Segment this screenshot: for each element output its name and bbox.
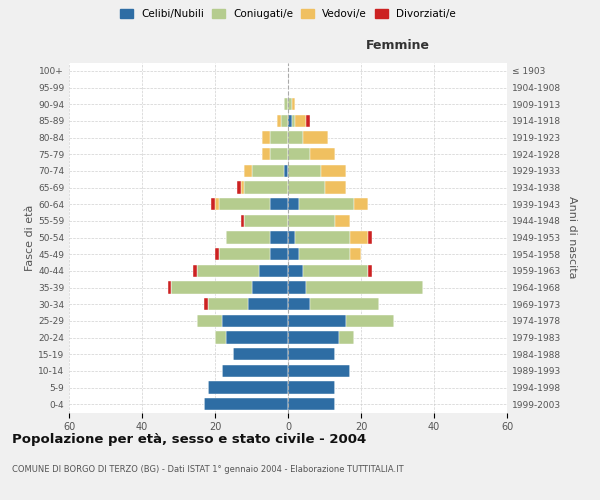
Bar bbox=[299, 198, 354, 210]
Bar bbox=[270, 231, 288, 244]
Text: Popolazione per età, sesso e stato civile - 2004: Popolazione per età, sesso e stato civil… bbox=[12, 432, 366, 446]
Bar bbox=[325, 181, 346, 194]
Bar bbox=[292, 98, 295, 110]
Bar bbox=[197, 264, 259, 277]
Bar bbox=[321, 164, 346, 177]
Bar bbox=[215, 248, 218, 260]
Bar bbox=[241, 181, 244, 194]
Bar bbox=[306, 281, 423, 293]
Bar bbox=[288, 281, 306, 293]
Bar bbox=[259, 264, 288, 277]
Bar bbox=[251, 164, 284, 177]
Bar bbox=[288, 181, 325, 194]
Bar bbox=[368, 231, 372, 244]
Bar bbox=[270, 198, 288, 210]
Bar bbox=[244, 214, 288, 227]
Bar bbox=[237, 181, 241, 194]
Bar bbox=[299, 248, 350, 260]
Bar bbox=[244, 164, 251, 177]
Bar bbox=[288, 348, 335, 360]
Bar bbox=[281, 114, 288, 127]
Bar bbox=[288, 231, 295, 244]
Bar bbox=[204, 298, 208, 310]
Bar bbox=[193, 264, 197, 277]
Text: COMUNE DI BORGO DI TERZO (BG) - Dati ISTAT 1° gennaio 2004 - Elaborazione TUTTIT: COMUNE DI BORGO DI TERZO (BG) - Dati IST… bbox=[12, 466, 404, 474]
Bar bbox=[171, 281, 251, 293]
Bar bbox=[288, 198, 299, 210]
Bar bbox=[167, 281, 171, 293]
Bar bbox=[270, 131, 288, 144]
Bar bbox=[354, 198, 368, 210]
Bar bbox=[339, 331, 354, 344]
Bar bbox=[288, 381, 335, 394]
Bar bbox=[208, 381, 288, 394]
Bar bbox=[226, 231, 270, 244]
Bar bbox=[277, 114, 281, 127]
Bar bbox=[350, 231, 368, 244]
Bar bbox=[310, 298, 379, 310]
Bar bbox=[288, 214, 335, 227]
Bar bbox=[368, 264, 372, 277]
Bar bbox=[288, 114, 292, 127]
Bar bbox=[346, 314, 394, 327]
Bar bbox=[197, 314, 223, 327]
Bar bbox=[215, 331, 226, 344]
Bar bbox=[204, 398, 288, 410]
Bar bbox=[251, 281, 288, 293]
Bar bbox=[270, 148, 288, 160]
Bar bbox=[288, 164, 321, 177]
Y-axis label: Fasce di età: Fasce di età bbox=[25, 204, 35, 270]
Bar bbox=[288, 148, 310, 160]
Bar bbox=[262, 131, 270, 144]
Bar bbox=[306, 114, 310, 127]
Bar bbox=[302, 131, 328, 144]
Bar bbox=[288, 364, 350, 377]
Bar bbox=[310, 148, 335, 160]
Bar bbox=[248, 298, 288, 310]
Y-axis label: Anni di nascita: Anni di nascita bbox=[566, 196, 577, 278]
Bar bbox=[233, 348, 288, 360]
Bar bbox=[302, 264, 368, 277]
Bar bbox=[288, 298, 310, 310]
Legend: Celibi/Nubili, Coniugati/e, Vedovi/e, Divorziati/e: Celibi/Nubili, Coniugati/e, Vedovi/e, Di… bbox=[116, 5, 460, 24]
Bar bbox=[223, 364, 288, 377]
Bar bbox=[215, 198, 218, 210]
Bar bbox=[292, 114, 295, 127]
Bar bbox=[288, 248, 299, 260]
Bar bbox=[284, 98, 288, 110]
Bar bbox=[208, 298, 248, 310]
Bar bbox=[218, 248, 270, 260]
Bar bbox=[262, 148, 270, 160]
Bar bbox=[226, 331, 288, 344]
Bar bbox=[295, 114, 306, 127]
Bar bbox=[288, 131, 302, 144]
Text: Femmine: Femmine bbox=[365, 39, 430, 52]
Bar bbox=[288, 98, 292, 110]
Bar bbox=[350, 248, 361, 260]
Bar bbox=[288, 314, 346, 327]
Bar bbox=[284, 164, 288, 177]
Bar bbox=[335, 214, 350, 227]
Bar bbox=[244, 181, 288, 194]
Bar bbox=[270, 248, 288, 260]
Bar bbox=[211, 198, 215, 210]
Bar bbox=[223, 314, 288, 327]
Bar bbox=[288, 264, 302, 277]
Bar bbox=[295, 231, 350, 244]
Bar bbox=[218, 198, 270, 210]
Bar bbox=[241, 214, 244, 227]
Bar bbox=[288, 398, 335, 410]
Bar bbox=[288, 331, 339, 344]
